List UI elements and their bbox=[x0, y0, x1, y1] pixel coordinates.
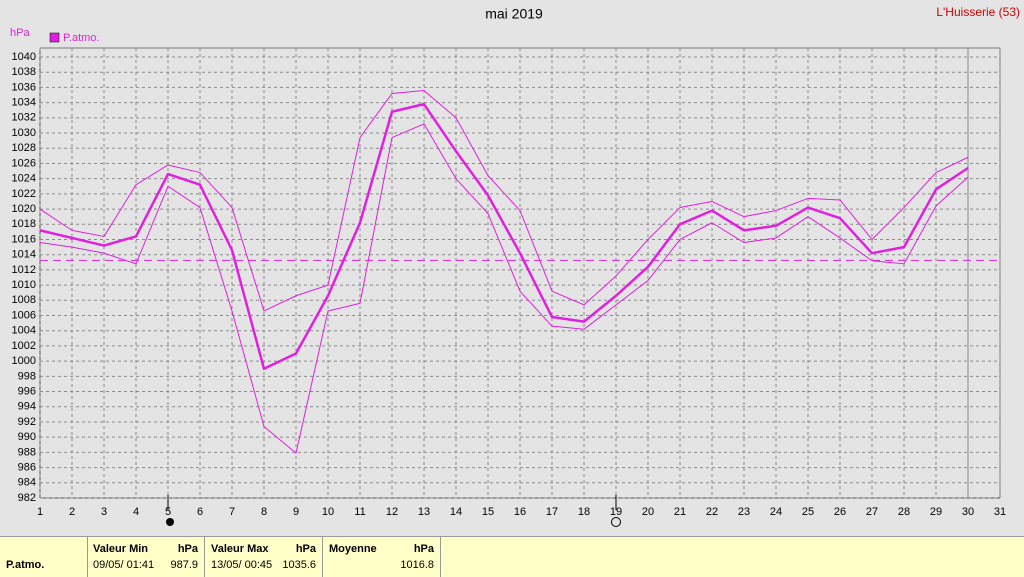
min-value: 987.9 bbox=[170, 559, 198, 571]
y-tick-label: 1020 bbox=[12, 203, 36, 215]
summary-name-cell: P.atmo. bbox=[0, 537, 88, 577]
y-tick-label: 1040 bbox=[12, 51, 36, 63]
min-unit: hPa bbox=[177, 543, 198, 555]
x-tick-label: 4 bbox=[133, 506, 139, 518]
mean-value: 1016.8 bbox=[400, 559, 434, 571]
y-tick-label: 1008 bbox=[12, 294, 36, 306]
max-value: 1035.6 bbox=[282, 559, 316, 571]
y-tick-label: 1002 bbox=[12, 340, 36, 352]
y-tick-label: 1016 bbox=[12, 233, 36, 245]
x-tick-label: 5 bbox=[165, 506, 171, 518]
x-tick-label: 15 bbox=[482, 506, 494, 518]
series-line bbox=[39, 123, 969, 454]
x-tick-label: 13 bbox=[418, 506, 430, 518]
y-tick-label: 1024 bbox=[12, 173, 36, 185]
y-tick-label: 1006 bbox=[12, 309, 36, 321]
y-tick-label: 982 bbox=[18, 492, 36, 504]
x-tick-label: 21 bbox=[674, 506, 686, 518]
y-tick-label: 1030 bbox=[12, 127, 36, 139]
y-tick-label: 1036 bbox=[12, 81, 36, 93]
x-tick-label: 2 bbox=[69, 506, 75, 518]
y-tick-label: 1010 bbox=[12, 279, 36, 291]
max-unit: hPa bbox=[295, 543, 316, 555]
legend-label: P.atmo. bbox=[63, 32, 100, 44]
y-tick-label: 1004 bbox=[12, 325, 36, 337]
x-tick-label: 10 bbox=[322, 506, 334, 518]
series-line bbox=[39, 102, 969, 370]
y-tick-label: 998 bbox=[18, 370, 36, 382]
y-tick-label: 1038 bbox=[12, 66, 36, 78]
x-tick-label: 25 bbox=[802, 506, 814, 518]
y-tick-label: 1014 bbox=[12, 249, 36, 261]
y-axis-label: hPa bbox=[10, 27, 30, 39]
x-tick-label: 19 bbox=[610, 506, 622, 518]
x-tick-label: 22 bbox=[706, 506, 718, 518]
x-tick-label: 23 bbox=[738, 506, 750, 518]
y-tick-label: 984 bbox=[18, 477, 36, 489]
y-tick-label: 1022 bbox=[12, 188, 36, 200]
x-tick-label: 29 bbox=[930, 506, 942, 518]
min-title: Valeur Min bbox=[93, 543, 149, 555]
min-cell: Valeur Min hPa 09/05/ 01:41 987.9 bbox=[87, 537, 205, 577]
y-tick-label: 992 bbox=[18, 416, 36, 428]
x-tick-label: 6 bbox=[197, 506, 203, 518]
mean-cell: Moyenne hPa 1016.8 bbox=[323, 537, 441, 577]
x-tick-label: 20 bbox=[642, 506, 654, 518]
location: L'Huisserie (53) bbox=[936, 5, 1020, 19]
x-tick-label: 18 bbox=[578, 506, 590, 518]
x-tick-label: 26 bbox=[834, 506, 846, 518]
x-tick-label: 17 bbox=[546, 506, 558, 518]
new-moon bbox=[166, 518, 174, 526]
x-tick-label: 30 bbox=[962, 506, 974, 518]
min-date: 09/05/ 01:41 bbox=[93, 559, 155, 571]
y-tick-label: 986 bbox=[18, 461, 36, 473]
x-tick-label: 12 bbox=[386, 506, 398, 518]
chart-title: mai 2019 bbox=[485, 6, 543, 22]
x-tick-label: 7 bbox=[229, 506, 235, 518]
chart: mai 2019 L'Huisserie (53) hPa P.atmo. 98… bbox=[10, 5, 1020, 527]
x-tick-label: 1 bbox=[37, 506, 43, 518]
series-line bbox=[39, 89, 969, 312]
x-tick-label: 8 bbox=[261, 506, 267, 518]
y-tick-label: 1018 bbox=[12, 218, 36, 230]
x-tick-label: 9 bbox=[293, 506, 299, 518]
legend-swatch bbox=[49, 32, 60, 43]
y-tick-label: 988 bbox=[18, 446, 36, 458]
x-tick-label: 14 bbox=[450, 506, 462, 518]
y-tick-label: 1026 bbox=[12, 157, 36, 169]
x-tick-label: 3 bbox=[101, 506, 107, 518]
y-tick-label: 996 bbox=[18, 385, 36, 397]
y-tick-label: 1012 bbox=[12, 264, 36, 276]
max-title: Valeur Max bbox=[211, 543, 269, 555]
mean-title: Moyenne bbox=[329, 543, 377, 555]
summary-name: P.atmo. bbox=[6, 559, 45, 571]
x-tick-label: 27 bbox=[866, 506, 878, 518]
x-tick-label: 16 bbox=[514, 506, 526, 518]
full-moon bbox=[611, 517, 621, 527]
x-tick-label: 11 bbox=[354, 506, 365, 518]
y-tick-label: 990 bbox=[18, 431, 36, 443]
mean-unit: hPa bbox=[413, 543, 434, 555]
max-date: 13/05/ 00:45 bbox=[211, 559, 273, 571]
y-tick-label: 994 bbox=[18, 401, 36, 413]
x-tick-label: 31 bbox=[994, 506, 1006, 518]
x-tick-label: 24 bbox=[770, 506, 782, 518]
max-cell: Valeur Max hPa 13/05/ 00:45 1035.6 bbox=[205, 537, 323, 577]
summary-panel: P.atmo. Valeur Min hPa 09/05/ 01:41 987.… bbox=[0, 536, 1024, 577]
y-tick-label: 1028 bbox=[12, 142, 36, 154]
y-tick-label: 1032 bbox=[12, 112, 36, 124]
x-tick-label: 28 bbox=[898, 506, 910, 518]
y-tick-label: 1000 bbox=[12, 355, 36, 367]
y-tick-label: 1034 bbox=[12, 97, 36, 109]
